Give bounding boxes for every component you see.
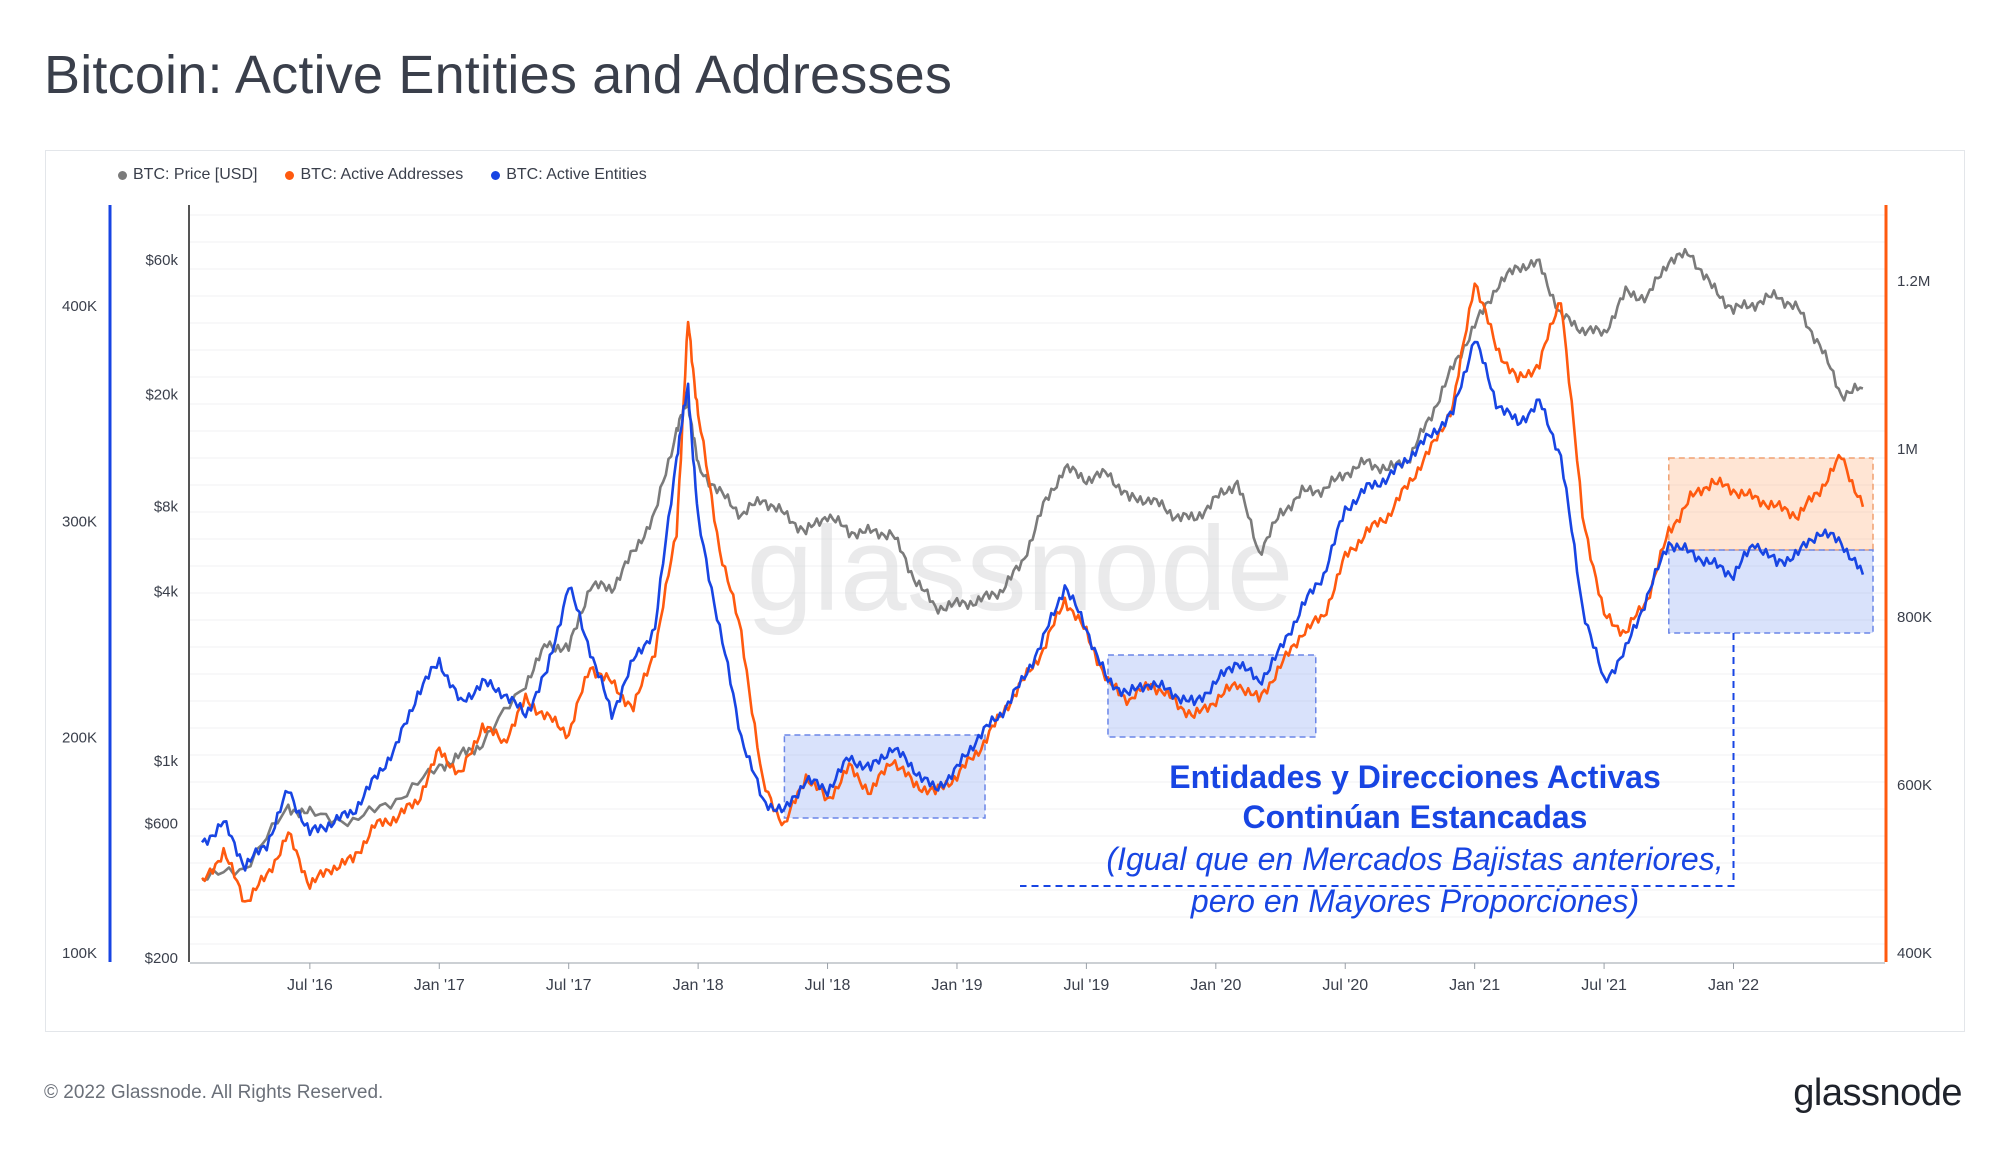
price-tick-label: $600 [145,816,178,833]
legend-label-entities: BTC: Active Entities [506,166,647,183]
legend-label-price: BTC: Price [USD] [133,166,258,183]
annotation-line3: (Igual que en Mercados Bajistas anterior… [1106,841,1723,877]
annotation-connector [1020,633,1735,887]
price-tick-label: $60k [145,252,178,269]
price-tick-label: $8k [154,499,179,516]
price-tick-label: $200 [145,950,178,967]
x-tick-label: Jul '18 [805,977,851,994]
annotation-line4: pero en Mayores Proporciones) [1190,883,1639,919]
x-tick-label: Jan '20 [1190,977,1241,994]
legend-item-addresses[interactable]: BTC: Active Addresses [285,166,463,184]
price-tick-label: $1k [154,753,179,770]
entities-tick-label: 200K [62,729,97,746]
addresses-tick-label: 800K [1897,609,1932,626]
entities-tick-label: 300K [62,514,97,531]
x-tick-label: Jan '19 [931,977,982,994]
x-tick-label: Jan '18 [673,977,724,994]
x-tick-label: Jul '17 [546,977,592,994]
x-tick-label: Jul '16 [287,977,333,994]
x-tick-label: Jan '21 [1449,977,1500,994]
series-line-price [202,247,1864,881]
annotation-line2: Continúan Estancadas [1243,799,1588,835]
legend-item-entities[interactable]: BTC: Active Entities [491,166,647,184]
x-tick-label: Jan '17 [414,977,465,994]
x-tick-label: Jul '20 [1322,977,1368,994]
legend-dot-price [118,170,127,180]
x-tick-label: Jan '22 [1708,977,1759,994]
highlight-boxes [783,457,1874,887]
legend-item-price[interactable]: BTC: Price [USD] [118,166,257,184]
copyright-footer: © 2022 Glassnode. All Rights Reserved. [44,1082,384,1103]
price-tick-label: $4k [154,583,179,600]
glassnode-logo: glassnode [1793,1072,1962,1114]
chart-legend: BTC: Price [USD] BTC: Active Addresses B… [118,166,647,184]
addresses-tick-label: 1.2M [1897,273,1930,290]
addresses-tick-label: 600K [1897,777,1932,794]
range-box-2019 [1107,654,1317,738]
addresses-tick-label: 1M [1897,441,1918,458]
price-tick-label: $20k [145,386,178,403]
series-line-entities [200,340,1865,872]
x-tick-label: Jul '21 [1581,977,1627,994]
x-tick-label: Jul '19 [1064,977,1110,994]
entities-tick-label: 100K [62,945,97,962]
annotation-line1: Entidades y Direcciones Activas [1169,759,1660,795]
chart-title: Bitcoin: Active Entities and Addresses [44,45,953,105]
addresses-tick-label: 400K [1897,945,1932,962]
range-box-entities-2022 [1668,549,1874,634]
entities-tick-label: 400K [62,298,97,315]
legend-dot-entities [491,170,501,180]
series-lines [200,247,1865,903]
chart-frame [45,150,1965,1032]
grid-lines [190,214,1885,945]
legend-label-addresses: BTC: Active Addresses [300,166,464,183]
legend-dot-addresses [285,170,295,180]
axes: 100K 200K 300K 400K $200 $600 $1k $4k $8k $20k $60… [62,205,1932,994]
annotation: Entidades y Direcciones Activas Continúa… [1106,759,1723,919]
